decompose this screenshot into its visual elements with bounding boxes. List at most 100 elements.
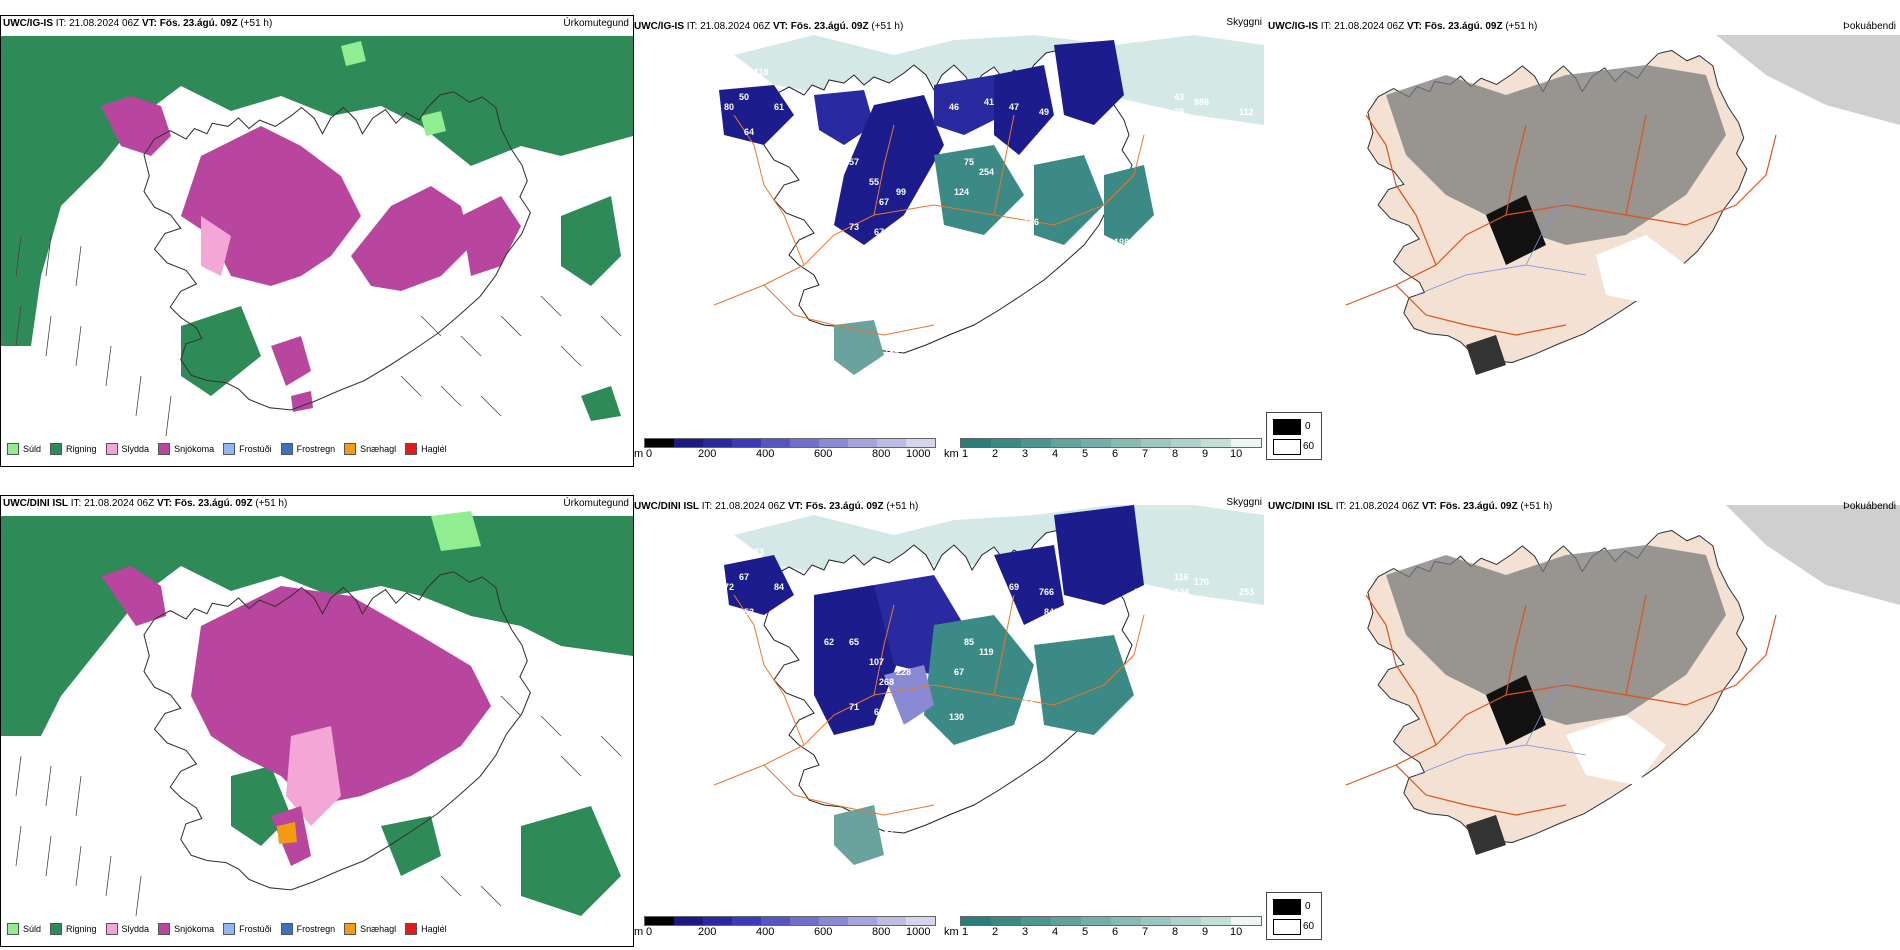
precip-panel-row1: UWC/IG-IS IT: 21.08.2024 06Z VT: Fös. 23… (0, 15, 634, 467)
visibility-value: 67 (879, 197, 889, 207)
precip-panel-label-row2: Úrkomutegund (563, 498, 629, 509)
legend-drizzle: Súld (7, 923, 41, 935)
visibility-value: 268 (879, 677, 894, 687)
visibility-value: 105 (824, 157, 839, 167)
visibility-value: 67 (739, 572, 749, 582)
visibility-value: 53 (726, 637, 736, 647)
visibility-value: 124 (954, 187, 969, 197)
visibility-value: 85 (964, 637, 974, 647)
legend-sleet: Slydda (105, 923, 149, 935)
visibility-value: 53 (1024, 697, 1034, 707)
visibility-value: 64 (744, 127, 754, 137)
fog-panel-label-row1: Þokuábendi (1843, 21, 1896, 32)
fog-panel-label-row2: Þokuábendi (1843, 501, 1896, 512)
visibility-value: 287 (1134, 587, 1149, 597)
legend-rain: Rigning (50, 443, 97, 455)
precip-title-row1: UWC/IG-IS IT: 21.08.2024 06Z VT: Fös. 23… (3, 18, 273, 29)
visibility-value: 69 (1009, 582, 1019, 592)
fog-title-row2: UWC/DINI ISL IT: 21.08.2024 06Z VT: Fös.… (1268, 501, 1553, 512)
visibility-value: 181 (999, 732, 1014, 742)
visibility-value: 61 (774, 102, 784, 112)
visibility-panel-label-row1: Skyggni (1226, 17, 1262, 28)
legend-snow-hail: Snæhagl (344, 923, 396, 935)
visibility-value: 72 (724, 582, 734, 592)
fog-panel-row2: UWC/DINI ISL IT: 21.08.2024 06Z VT: Fös.… (1266, 495, 1900, 945)
visibility-value: 45 (1189, 137, 1199, 147)
fog-map (1266, 495, 1900, 935)
visibility-value: 63 (859, 267, 869, 277)
visibility-value: 53 (744, 607, 754, 617)
visibility-value: 280 (1094, 262, 1109, 272)
visibility-value: 75 (964, 157, 974, 167)
visibility-value: 52 (726, 157, 736, 167)
legend-freezing-drizzle: Frostúði (223, 923, 272, 935)
visibility-value: 39 (1134, 107, 1144, 117)
fog-map (1266, 15, 1900, 455)
fog-panel-row1: UWC/IG-IS IT: 21.08.2024 06Z VT: Fös. 23… (1266, 15, 1900, 465)
visibility-value: 278 (909, 352, 924, 362)
visibility-value: 52 (1044, 127, 1054, 137)
visibility-value: 93 (799, 147, 809, 157)
visibility-title-row2: UWC/DINI ISL IT: 21.08.2024 06Z VT: Fös.… (634, 501, 919, 512)
visibility-value: 132 (1019, 267, 1034, 277)
visibility-value: 237 (1064, 607, 1079, 617)
legend-snow: Snjókoma (158, 923, 214, 935)
visibility-value: 118 (754, 67, 769, 77)
visibility-value: 228 (896, 667, 911, 677)
visibility-value: 55 (799, 627, 809, 637)
legend-hail: Haglél (405, 923, 447, 935)
visibility-value: 63 (874, 707, 884, 717)
visibility-value: 107 (869, 657, 884, 667)
visibility-value: 56 (984, 577, 994, 587)
visibility-value: 66 (1064, 127, 1074, 137)
visibility-value: 886 (1194, 97, 1209, 107)
height-scale-row2: m 0 200 400 600 800 1000 (634, 916, 936, 946)
visibility-value: 346 (894, 372, 909, 382)
fog-title-row1: UWC/IG-IS IT: 21.08.2024 06Z VT: Fös. 23… (1268, 21, 1538, 32)
height-scale-row1: m 0 200 400 600 800 1000 (634, 438, 936, 468)
legend-snow-hail: Snæhagl (344, 443, 396, 455)
visibility-value: 198 (1114, 237, 1129, 247)
precip-map (1, 496, 633, 946)
visibility-value: 170 (1194, 577, 1209, 587)
visibility-value: 280 (894, 852, 909, 862)
visibility-value: 59 (859, 747, 869, 757)
legend-freezing-drizzle: Frostúði (223, 443, 272, 455)
visibility-value: 57 (904, 722, 914, 732)
visibility-value: 47 (1009, 102, 1019, 112)
vis-scale-row1: km 1 2 3 4 5 6 7 8 9 10 (944, 438, 1264, 468)
visibility-value: 135 (789, 602, 804, 612)
visibility-value: 315 (1134, 742, 1149, 752)
visibility-value: 87 (884, 827, 894, 837)
visibility-value: 55 (869, 177, 879, 187)
visibility-value: 254 (979, 167, 994, 177)
visibility-value: 65 (849, 637, 859, 647)
visibility-panel-row1: 118 50 61 80 64 50 93 52 105 57 55 67 99 73 67 179 98 63 1… (634, 15, 1264, 465)
visibility-value: 43 (1174, 92, 1184, 102)
visibility-value: 57 (849, 157, 859, 167)
precip-map (1, 16, 633, 466)
visibility-value: 67 (874, 227, 884, 237)
visibility-value: 130 (949, 712, 964, 722)
vis-scale-row2: km 1 2 3 4 5 6 7 8 9 10 (944, 916, 1264, 946)
legend-freezing-rain: Frostregn (280, 443, 335, 455)
visibility-value: 73 (849, 222, 859, 232)
visibility-value: 49 (1039, 107, 1049, 117)
visibility-value: 124 (1174, 587, 1189, 597)
visibility-value: 116 (1174, 572, 1189, 582)
visibility-value: 63 (754, 547, 764, 557)
visibility-value: 241 (919, 749, 934, 759)
visibility-value: 79 (1174, 107, 1184, 117)
visibility-value: 257 (1094, 742, 1109, 752)
fog-legend-row1: 0 60 (1266, 412, 1322, 460)
visibility-value: 112 (1239, 107, 1254, 117)
visibility-value: 156 (1024, 217, 1039, 227)
precip-panel-row2: UWC/DINI ISL IT: 21.08.2024 06Z VT: Fös.… (0, 495, 634, 947)
visibility-value: 50 (789, 122, 799, 132)
visibility-value: 71 (849, 702, 859, 712)
visibility-value: 843 (1044, 607, 1059, 617)
visibility-value: 84 (774, 582, 784, 592)
visibility-value: 73 (949, 582, 959, 592)
